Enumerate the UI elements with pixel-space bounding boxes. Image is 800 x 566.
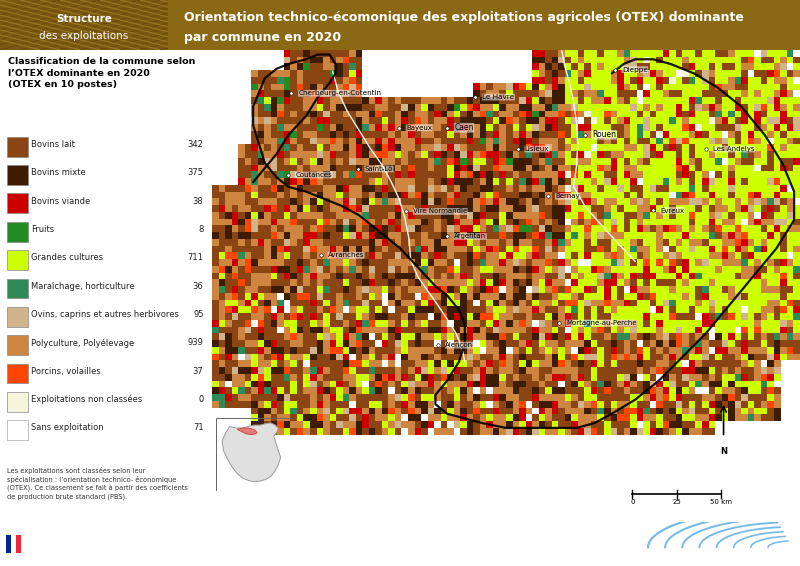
Bar [7,250,27,270]
Text: Exploitations non classées: Exploitations non classées [30,395,142,404]
Bar [7,363,27,384]
Text: Structure: Structure [56,14,112,24]
Text: Bernay: Bernay [555,194,580,199]
Text: Orientation technico-écomonique des exploitations agricoles (OTEX) dominante: Orientation technico-écomonique des expl… [184,11,744,24]
Text: Rouen: Rouen [593,130,617,139]
Text: 342: 342 [188,140,203,149]
Text: Saint-Lô: Saint-Lô [365,166,394,172]
Text: Fruits: Fruits [30,225,54,234]
Bar [11,535,16,553]
Text: Lisieux: Lisieux [525,146,549,152]
Bar [7,392,27,412]
Bar [7,307,27,327]
Bar [168,0,800,50]
Bar [7,165,27,185]
Bar [7,222,27,242]
Bar [7,137,27,157]
Text: Caen: Caen [454,123,474,132]
Polygon shape [238,428,257,435]
Text: Les Andelys: Les Andelys [713,146,754,152]
Text: Les exploitations sont classées selon leur
spécialisation : l’orientation techni: Les exploitations sont classées selon le… [7,467,188,500]
Text: Bayeux: Bayeux [406,125,432,131]
Text: des exploitations: des exploitations [39,31,129,41]
Text: Direction Régionale de l’Alimentation, de l’Agriculture et de la Forêt (DRAAF) N: Direction Régionale de l’Alimentation, d… [116,529,708,542]
Text: Coutances: Coutances [295,172,332,178]
Text: ET DE L'ALIMENTATION: ET DE L'ALIMENTATION [26,546,83,551]
Text: http://draaf.normandie.agriculture.gouv.fr/: http://draaf.normandie.agriculture.gouv.… [116,548,322,558]
Text: Ovins, caprins et autres herbivores: Ovins, caprins et autres herbivores [30,310,178,319]
Bar [6,535,11,553]
Text: Avranches: Avranches [328,252,364,259]
Text: 95: 95 [193,310,203,319]
Text: Bovins lait: Bovins lait [30,140,74,149]
Text: 36: 36 [193,282,203,290]
Text: Le Havre: Le Havre [482,94,514,100]
Text: Classification de la commune selon
l’OTEX dominante en 2020
(OTEX en 10 postes): Classification de la commune selon l’OTE… [9,57,196,89]
Text: 8: 8 [198,225,203,234]
Text: Cherbourg-en-Cotentin: Cherbourg-en-Cotentin [298,91,382,96]
Text: 375: 375 [187,168,203,177]
Text: Bovins mixte: Bovins mixte [30,168,86,177]
Text: MINISTÈRE: MINISTÈRE [26,528,58,533]
Bar [16,535,21,553]
Text: 37: 37 [193,367,203,376]
Text: 25: 25 [672,499,681,505]
Text: 711: 711 [188,253,203,262]
Text: 50 km: 50 km [710,499,732,505]
Text: Alençon: Alençon [446,342,474,348]
Text: Sans exploitation: Sans exploitation [30,423,103,432]
Polygon shape [222,423,281,482]
Text: Bovins viande: Bovins viande [30,196,90,205]
Text: 939: 939 [188,338,203,348]
Text: Mortagne-au-Perche: Mortagne-au-Perche [566,320,637,326]
Text: DE L'AGRICULTURE: DE L'AGRICULTURE [26,538,73,543]
Text: par commune en 2020: par commune en 2020 [184,31,341,44]
Bar [0,0,168,50]
Text: Polyculture, Polyélevage: Polyculture, Polyélevage [30,338,134,348]
Text: 71: 71 [193,423,203,432]
Text: 0: 0 [198,395,203,404]
Text: Maraîchage, horticulture: Maraîchage, horticulture [30,282,134,290]
Text: Grandes cultures: Grandes cultures [30,253,103,262]
Bar [7,421,27,440]
Bar [7,278,27,298]
Text: N: N [720,447,727,456]
Bar [7,194,27,213]
Text: Argentan: Argentan [454,234,486,239]
Bar [7,335,27,355]
Text: Évreux: Évreux [660,207,684,214]
Text: Dieppe: Dieppe [622,67,648,72]
Text: 0: 0 [630,499,634,505]
Text: Porcins, volailles: Porcins, volailles [30,367,101,376]
Text: Vire Normandie: Vire Normandie [413,208,467,215]
Text: 38: 38 [193,196,203,205]
